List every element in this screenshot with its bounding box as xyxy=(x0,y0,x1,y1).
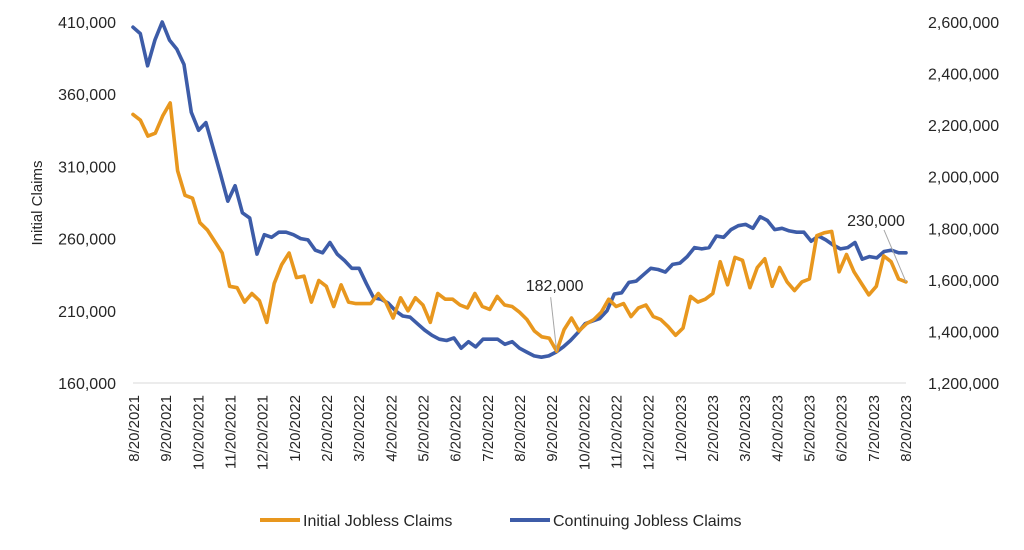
right-tick-label: 1,200,000 xyxy=(928,376,999,393)
x-tick-label: 4/20/2022 xyxy=(383,395,400,462)
annotation-label: 182,000 xyxy=(526,278,584,295)
legend-label: Initial Jobless Claims xyxy=(303,513,452,530)
legend-label: Continuing Jobless Claims xyxy=(553,513,742,530)
right-tick-label: 2,400,000 xyxy=(928,67,999,84)
x-tick-label: 12/20/2022 xyxy=(641,395,658,470)
x-tick-label: 9/20/2022 xyxy=(544,395,561,462)
legend-item: Continuing Jobless Claims xyxy=(510,513,742,530)
left-tick-label: 160,000 xyxy=(58,376,116,393)
x-tick-label: 1/20/2023 xyxy=(673,395,690,462)
left-tick-label: 210,000 xyxy=(58,304,116,321)
left-tick-label: 360,000 xyxy=(58,87,116,104)
x-tick-label: 10/20/2021 xyxy=(190,395,207,470)
x-tick-label: 3/20/2022 xyxy=(351,395,368,462)
x-tick-label: 8/20/2022 xyxy=(512,395,529,462)
series-line-initial-jobless-claims xyxy=(131,101,908,354)
y-axis-label: Initial Claims xyxy=(29,160,46,245)
x-tick-label: 6/20/2022 xyxy=(448,395,465,462)
annotation-leader-line xyxy=(550,297,558,352)
x-axis-ticks: 8/20/2021 9/20/2021 10/20/2021 11/20/2021 12… xyxy=(126,395,915,470)
x-tick-label: 5/20/2022 xyxy=(416,395,433,462)
x-tick-label: 7/20/2023 xyxy=(866,395,883,462)
left-tick-label: 260,000 xyxy=(58,232,116,249)
right-tick-label: 2,200,000 xyxy=(928,118,999,135)
x-tick-label: 4/20/2023 xyxy=(769,395,786,462)
x-tick-label: 7/20/2022 xyxy=(480,395,497,462)
x-tick-label: 2/20/2022 xyxy=(319,395,336,462)
x-tick-label: 2/20/2023 xyxy=(705,395,722,462)
right-tick-label: 1,600,000 xyxy=(928,273,999,290)
x-tick-label: 8/20/2021 xyxy=(126,395,143,462)
right-tick-label: 1,800,000 xyxy=(928,221,999,238)
x-tick-label: 12/20/2021 xyxy=(255,395,272,470)
series-line-continuing-jobless-claims xyxy=(131,20,908,360)
annotations: 182,000 230,000 xyxy=(526,213,907,352)
left-tick-label: 410,000 xyxy=(58,15,116,32)
x-tick-label: 11/20/2022 xyxy=(609,395,626,469)
left-axis-ticks: 410,000 360,000 310,000 260,000 210,000 160,0… xyxy=(58,15,116,393)
x-tick-label: 8/20/2023 xyxy=(898,395,915,462)
x-tick-label: 10/20/2022 xyxy=(576,395,593,470)
x-tick-label: 3/20/2023 xyxy=(737,395,754,462)
legend-item: Initial Jobless Claims xyxy=(260,513,452,530)
x-tick-label: 6/20/2023 xyxy=(834,395,851,462)
x-tick-label: 5/20/2023 xyxy=(802,395,819,462)
annotation-label: 230,000 xyxy=(847,213,905,230)
right-tick-label: 2,600,000 xyxy=(928,15,999,32)
right-axis-ticks: 2,600,000 2,400,000 2,200,000 2,000,000 1,80… xyxy=(928,15,999,393)
legend: Initial Jobless Claims Continuing Jobless… xyxy=(260,513,742,530)
x-tick-label: 9/20/2021 xyxy=(158,395,175,462)
right-tick-label: 2,000,000 xyxy=(928,170,999,187)
left-tick-label: 310,000 xyxy=(58,159,116,176)
right-tick-label: 1,400,000 xyxy=(928,324,999,341)
series-lines xyxy=(131,20,908,360)
x-tick-label: 1/20/2022 xyxy=(287,395,304,462)
annotation-leader-line xyxy=(883,229,907,283)
x-tick-label: 11/20/2021 xyxy=(223,395,240,469)
